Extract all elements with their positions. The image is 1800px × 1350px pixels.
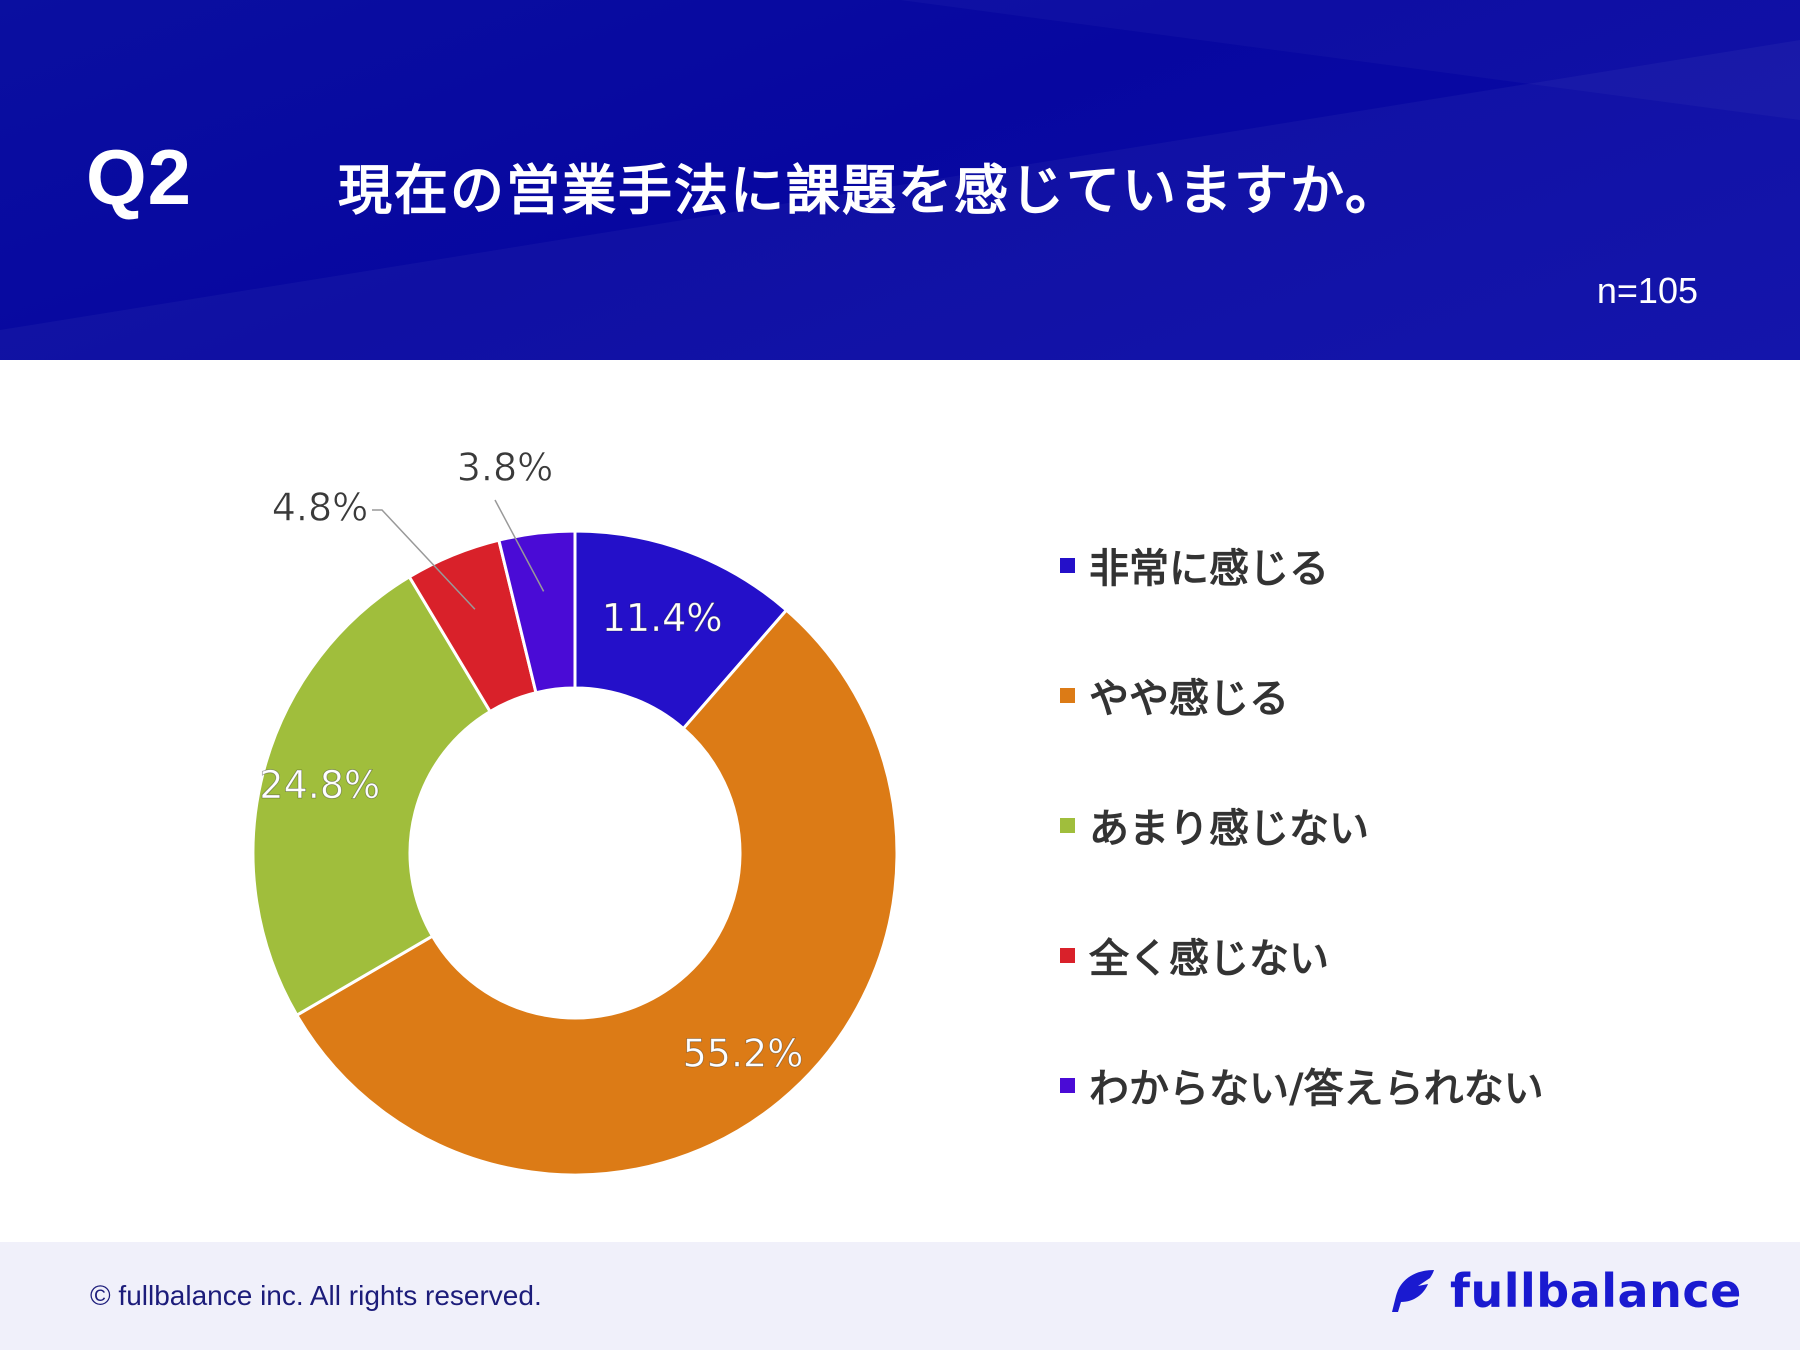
footer: © fullbalance inc. All rights reserved. … [0,1242,1800,1350]
slice-3 [251,574,493,1018]
legend-item-1: 非常に感じる [1060,500,1544,630]
data-label-4: 4.8% [272,486,369,530]
leader-line-5 [494,499,545,592]
brand-logo: fullbalance [1388,1264,1742,1318]
slice-5 [497,529,577,695]
legend-item-3: あまり感じない [1060,760,1544,890]
legend-label: わからない/答えられない [1089,1066,1544,1112]
slice-2 [294,608,899,1177]
legend-swatch [1060,1077,1075,1093]
data-label-2: 55.2% [683,1032,804,1076]
header-decoration [0,40,1800,360]
data-label-3: 24.8% [259,763,380,807]
legend-item-2: やや感じる [1060,630,1544,760]
legend-label: やや感じる [1089,676,1289,722]
legend-swatch [1060,557,1075,573]
header-banner: Q2 現在の営業手法に課題を感じていますか。 n=105 [0,0,1800,360]
legend-swatch [1060,687,1075,703]
question-title: 現在の営業手法に課題を感じていますか。 [338,159,1401,222]
brand-name: fullbalance [1450,1264,1742,1318]
question-number: Q2 [86,133,193,221]
data-label-1: 11.4% [602,596,723,640]
legend-label: 非常に感じる [1089,546,1329,592]
legend-label: 全く感じない [1089,936,1329,982]
feather-icon [1392,1270,1434,1312]
legend-label: あまり感じない [1089,806,1369,852]
sample-size: n=105 [1596,270,1698,311]
chart-legend: 非常に感じる やや感じるあまり感じない 全く感じないわからない/答えられない [1060,500,1544,1150]
donut-chart: 11.4% 55.2% 24.8% 4.8% 3.8% [251,445,899,1177]
legend-item-4: 全く感じない [1060,890,1544,1020]
legend-swatch [1060,817,1075,833]
leader-line-4 [372,509,476,610]
legend-item-5: わからない/答えられない [1060,1020,1544,1150]
copyright-text: © fullbalance inc. All rights reserved. [90,1280,542,1311]
data-label-5: 3.8% [457,446,554,490]
legend-swatch [1060,947,1075,963]
